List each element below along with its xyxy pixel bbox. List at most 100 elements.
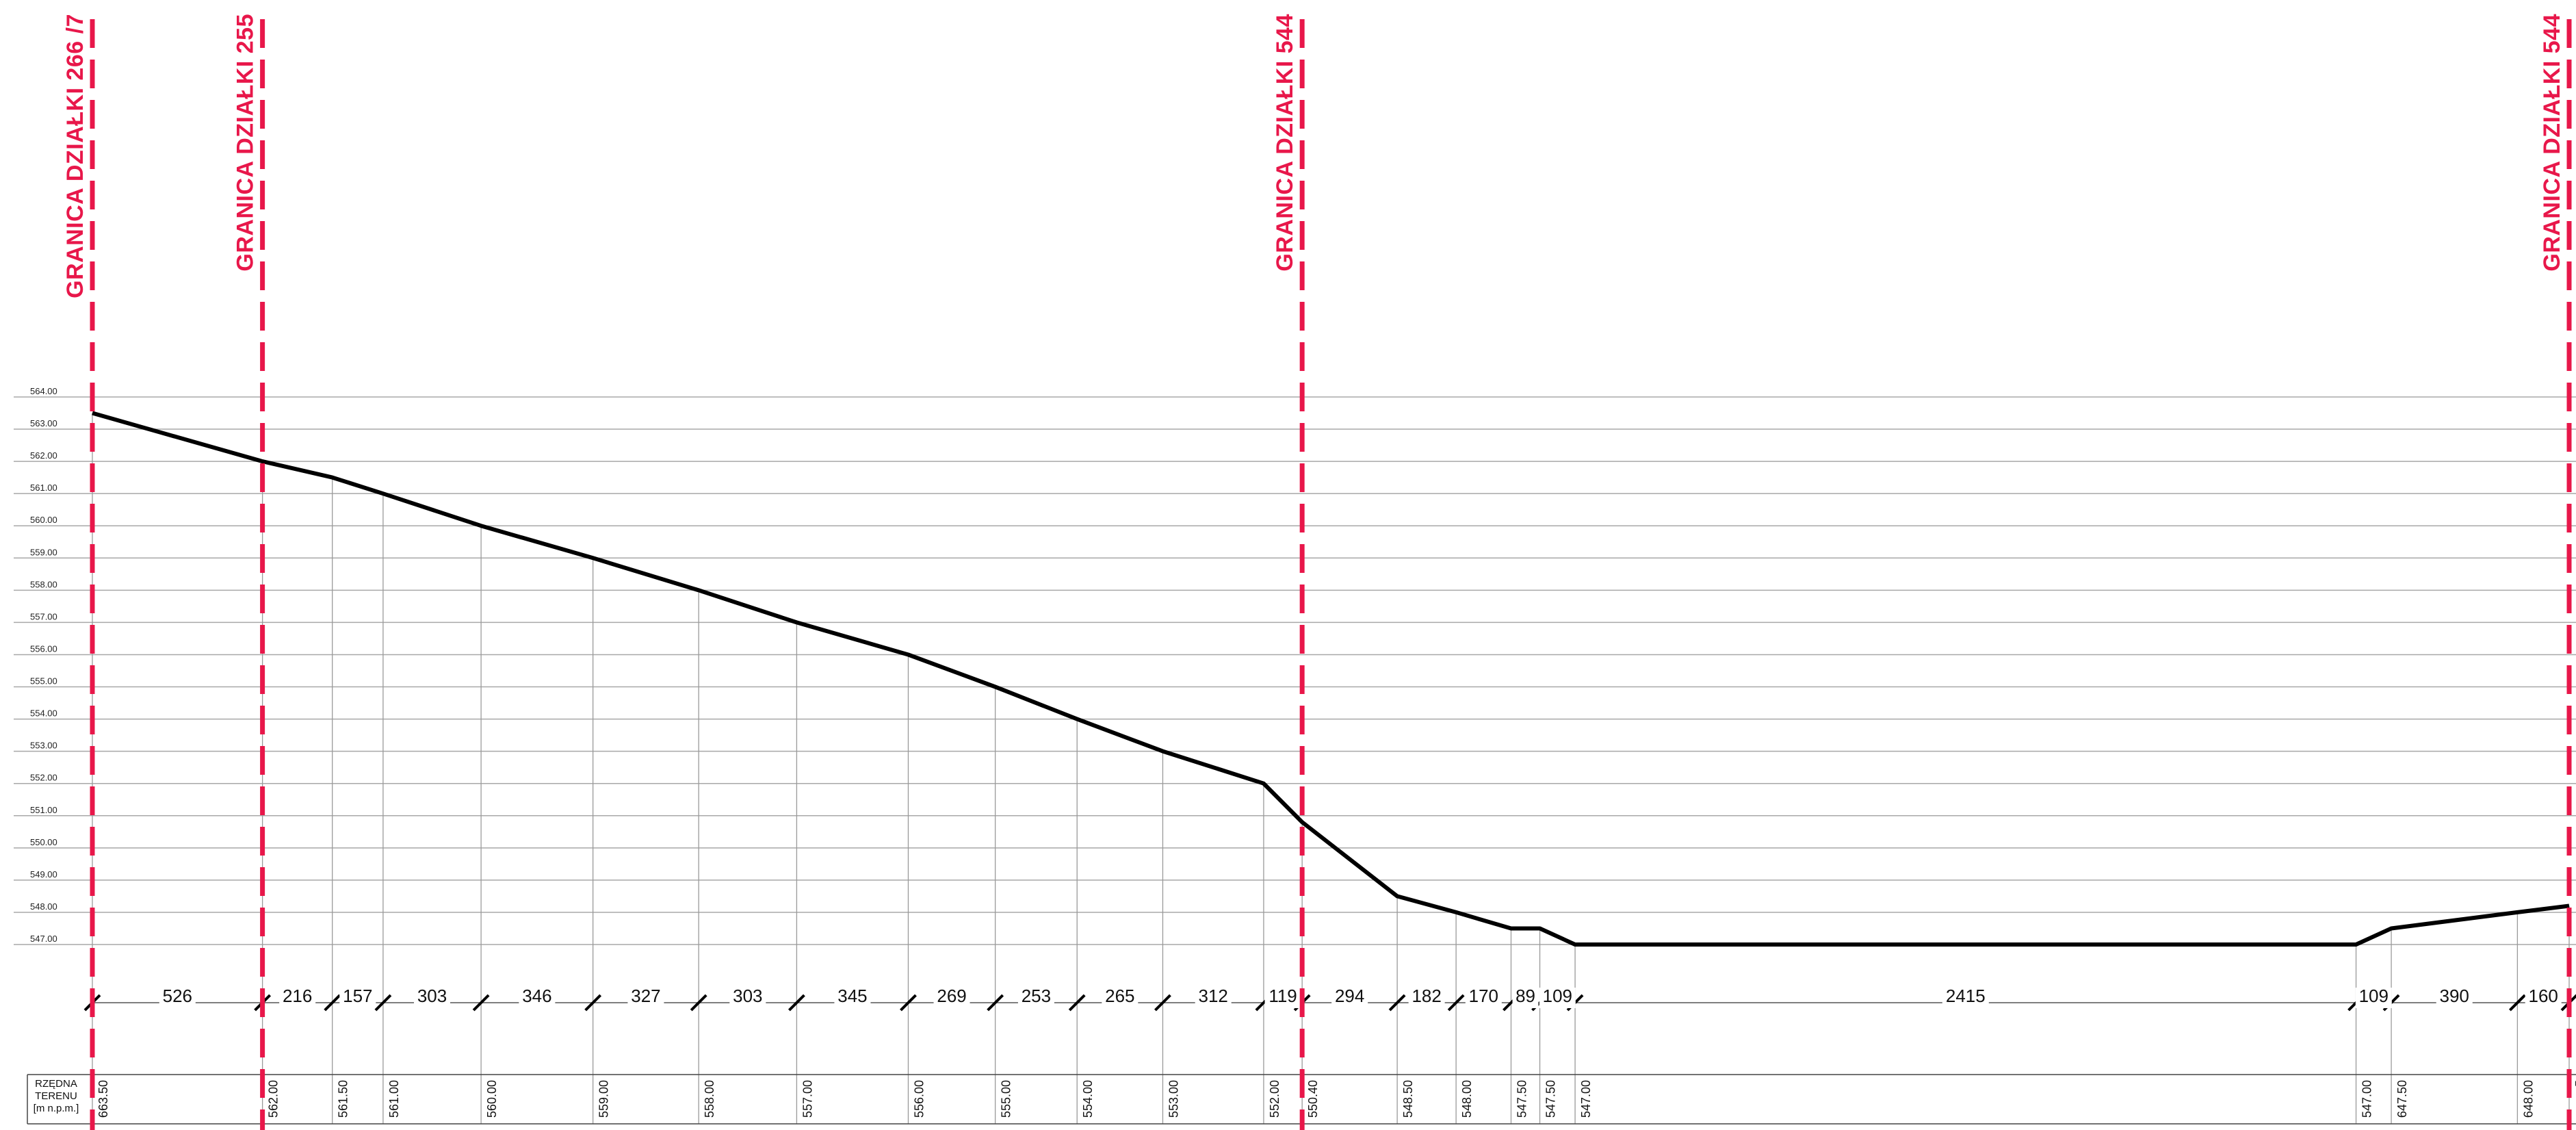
elevation-label: 550.00 (30, 837, 57, 847)
elevation-label: 563.00 (30, 418, 57, 428)
elevation-label: 557.00 (30, 611, 57, 621)
dimension-label-bg (1512, 988, 1539, 1008)
dimension-label: 109 (1543, 986, 1572, 1006)
dimension-tick (584, 994, 602, 1012)
dimension-label-bg (1102, 988, 1139, 1008)
elevation-label: 551.00 (30, 805, 57, 815)
elevation-value: 561.00 (387, 1080, 401, 1118)
dimension-label-bg (1539, 988, 1576, 1008)
dimension-label-bg (279, 988, 316, 1008)
row-header-line-3: [m n.p.m.] (34, 1103, 79, 1114)
boundary-label: GRANICA DZIAŁKI 544 (1272, 14, 1298, 272)
elevation-label: 549.00 (30, 869, 57, 879)
elevation-value: 5 (2573, 1080, 2576, 1087)
plot-boundaries: GRANICA DZIAŁKI 266 /7 GRANICA DZIAŁKI 25… (62, 14, 2572, 1130)
dimension-label: 253 (1022, 986, 1051, 1006)
dimension-label: 157 (343, 986, 372, 1006)
elevation-value: 647.50 (2395, 1080, 2409, 1118)
dimension-label-bg (1195, 988, 1232, 1008)
row-header-line-1: RZĘDNA (35, 1078, 77, 1090)
elevation-value: 555.00 (1000, 1080, 1013, 1118)
elevation-value: 552.00 (1268, 1080, 1282, 1118)
dimension-label-bg (1264, 988, 1301, 1008)
elevation-label: 552.00 (30, 773, 57, 783)
dimension-label: 346 (522, 986, 551, 1006)
elevation-value: 562.00 (267, 1080, 281, 1118)
dimension-label: 170 (1469, 986, 1498, 1006)
elevation-label: 554.00 (30, 708, 57, 719)
elevation-value: 547.50 (1515, 1080, 1529, 1118)
dimension-label: 269 (937, 986, 966, 1006)
elevation-label: 564.00 (30, 386, 57, 396)
elevation-value: 554.00 (1081, 1080, 1095, 1118)
dimension-label: 303 (417, 986, 447, 1006)
dimension-label: 294 (1335, 986, 1364, 1006)
elevation-value: 558.00 (703, 1080, 716, 1118)
dimension-label-bg (519, 988, 556, 1008)
elevation-label: 548.00 (30, 901, 57, 912)
dimension-label: 303 (733, 986, 762, 1006)
dimension-tick (2508, 994, 2526, 1012)
elevation-value: 553.00 (1167, 1080, 1180, 1118)
elevation-value: 548.50 (1401, 1080, 1415, 1118)
dimension-label-bg (159, 988, 196, 1008)
dimension-tick (987, 994, 1004, 1012)
dimension-tick (324, 994, 341, 1012)
dimension-label-bg (834, 988, 871, 1008)
dimension-label-bg (414, 988, 451, 1008)
elevation-grid (14, 396, 2576, 945)
dimension-label-bg (2436, 988, 2473, 1008)
dimension-tick (1068, 994, 1086, 1012)
dimension-label-bg (1331, 988, 1368, 1008)
dimension-label: 390 (2440, 986, 2469, 1006)
elevation-value: 559.00 (597, 1080, 611, 1118)
elevation-label: 560.00 (30, 515, 57, 525)
elevation-value: 561.50 (337, 1080, 350, 1118)
dimension-tick (1447, 994, 1465, 1012)
elevation-label: 562.00 (30, 450, 57, 461)
dimension-label: 2415 (1946, 986, 1986, 1006)
elevation-value: 648.00 (2521, 1080, 2535, 1118)
dimension-label-bg (1017, 988, 1054, 1008)
dimension-label: 526 (163, 986, 192, 1006)
elevation-value: 550.40 (1306, 1080, 1320, 1118)
dimension-label-bg (933, 988, 970, 1008)
row-header-line-2: TERENU (35, 1090, 77, 1102)
elevation-value: 547.50 (1544, 1080, 1558, 1118)
distance-dimension-row: 526 216 157 303 346 327 303 345 269 253 265 312 119 2… (83, 986, 2576, 1012)
boundary-label: GRANICA DZIAŁKI 544 (2539, 14, 2565, 272)
dimension-label-bg (1465, 988, 1502, 1008)
dimension-tick (690, 994, 707, 1012)
elevation-value: 557.00 (801, 1080, 814, 1118)
elevation-value: 556.00 (912, 1080, 926, 1118)
elevation-label: 556.00 (30, 643, 57, 654)
dimension-label: 327 (631, 986, 660, 1006)
boundary-label: GRANICA DZIAŁKI 266 /7 (62, 14, 88, 298)
elevation-label: 561.00 (30, 483, 57, 493)
elevation-value: 663.50 (96, 1080, 110, 1118)
dimension-label: 109 (2359, 986, 2389, 1006)
elevation-value: 547.00 (2360, 1080, 2374, 1118)
dimension-label-bg (1408, 988, 1445, 1008)
dimension-tick (900, 994, 917, 1012)
dimension-label-bg (2355, 988, 2392, 1008)
dimension-label: 160 (2528, 986, 2558, 1006)
dimension-tick (1154, 994, 1171, 1012)
elevation-value: 547.00 (1579, 1080, 1593, 1118)
dimension-label-bg (627, 988, 664, 1008)
dimension-label: 89 (1515, 986, 1535, 1006)
elevation-label: 555.00 (30, 676, 57, 686)
elevation-value: 560.00 (485, 1080, 499, 1118)
dimension-label: 265 (1105, 986, 1134, 1006)
dimension-label-bg (729, 988, 766, 1008)
dimension-label: 216 (283, 986, 312, 1006)
dimension-tick (472, 994, 490, 1012)
elevation-label: 547.00 (30, 934, 57, 944)
boundary-label: GRANICA DZIAŁKI 255 (233, 14, 259, 272)
dimension-label-bg (1942, 988, 1989, 1008)
dimension-tick (374, 994, 392, 1012)
elevation-axis-labels: 564.00 563.00 562.00 561.00 560.00 559.00 558.… (30, 386, 57, 944)
dimension-label-bg (339, 988, 376, 1008)
elevation-label: 553.00 (30, 741, 57, 751)
